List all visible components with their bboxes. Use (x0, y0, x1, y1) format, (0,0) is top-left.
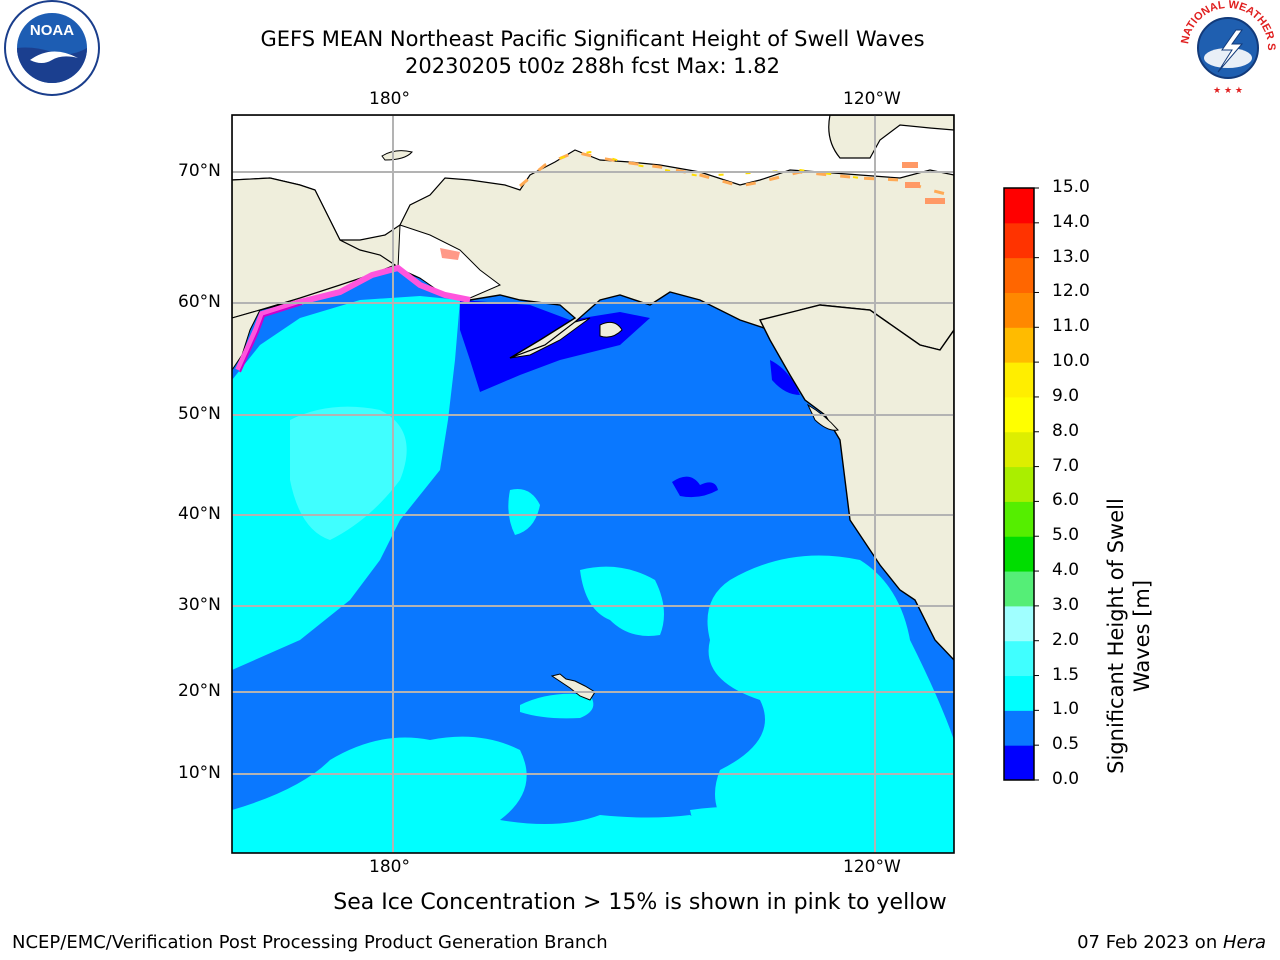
colorbar-tick-label: 3.0 (1052, 594, 1080, 615)
colorbar-segment (1004, 745, 1034, 781)
sea-ice-edge-arctic (519, 150, 954, 198)
colorbar-segment (1004, 605, 1034, 642)
lat-label-70n: 70°N (178, 161, 221, 181)
island-kodiak (599, 321, 623, 338)
land-north-america (758, 304, 954, 662)
colorbar-segment (1004, 327, 1034, 363)
colorbar-tick-label: 14.0 (1052, 211, 1090, 232)
footer-machine: Hera (1222, 932, 1266, 953)
arctic-ocean (232, 115, 954, 241)
low-swell-bc (770, 360, 800, 395)
colorbar-tick-label: 1.5 (1052, 664, 1080, 685)
colorbar-tick-label: 0.5 (1052, 734, 1080, 755)
colorbar-tick-label: 6.0 (1052, 490, 1080, 511)
svg-text:NOAA: NOAA (30, 22, 74, 39)
land-siberia (232, 177, 397, 319)
swell-patch-small (508, 489, 540, 535)
island-st-lawrence (381, 150, 413, 161)
colorbar (1003, 187, 1039, 781)
colorbar-tick-label: 8.0 (1052, 420, 1080, 441)
colorbar-segment (1004, 466, 1034, 502)
colorbar-segment (1004, 396, 1034, 433)
alaska-peninsula (509, 317, 591, 359)
colorbar-tick-label: 10.0 (1052, 351, 1090, 372)
colorbar-tick-label: 9.0 (1052, 385, 1080, 406)
colorbar-segment (1004, 292, 1034, 328)
colorbar-tick-label: 4.0 (1052, 560, 1080, 581)
land-kamchatka (232, 309, 261, 371)
sea-ice-caption: Sea Ice Concentration > 15% is shown in … (333, 890, 947, 915)
swell-region-west-light (290, 406, 407, 540)
lat-label-20n: 20°N (178, 681, 221, 701)
lon-label-bottom-180: 180° (369, 857, 410, 877)
colorbar-tick-label: 7.0 (1052, 455, 1080, 476)
lat-label-50n: 50°N (178, 404, 221, 424)
lon-label-top-180: 180° (369, 89, 410, 109)
lon-label-bottom-120w: 120°W (843, 857, 901, 877)
sea-ice-patch-bay (440, 248, 460, 260)
swell-region-south (232, 736, 740, 853)
colorbar-segment (1004, 710, 1034, 746)
map-frame (231, 114, 955, 854)
colorbar-segment (1004, 431, 1034, 468)
svg-text:★ ★ ★: ★ ★ ★ (1213, 86, 1243, 96)
colorbar-tick-label: 12.0 (1052, 281, 1090, 302)
island-vancouver (806, 403, 839, 431)
colorbar-segment (1004, 362, 1034, 398)
colorbar-segment (1004, 222, 1034, 259)
lat-label-40n: 40°N (178, 504, 221, 524)
colorbar-tick-label: 0.0 (1052, 769, 1080, 789)
lat-label-10n: 10°N (178, 763, 221, 783)
colorbar-segment (1004, 501, 1034, 537)
swell-patch-hawaii (520, 693, 594, 719)
colorbar-frame (1003, 187, 1035, 781)
colorbar-tick-label: 15.0 (1052, 177, 1090, 197)
colorbar-segment (1004, 536, 1034, 572)
map-subtitle: 20230205 t00z 288h fcst Max: 1.82 (405, 54, 780, 78)
noaa-logo: NOAA (4, 0, 100, 96)
map-title: GEFS MEAN Northeast Pacific Significant … (260, 27, 925, 51)
colorbar-tick-label: 11.0 (1052, 316, 1090, 337)
colorbar-tick-label: 2.0 (1052, 629, 1080, 650)
colorbar-segment (1004, 257, 1034, 293)
colorbar-segment (1004, 188, 1034, 224)
swell-patch-central (580, 566, 664, 636)
colorbar-tick-label: 1.0 (1052, 699, 1080, 720)
graticule (232, 115, 954, 853)
lon-label-top-120w: 120°W (843, 89, 901, 109)
sea-ice-patch-ne (902, 162, 945, 204)
colorbar-segment (1004, 571, 1034, 607)
sea-ice-edge-bering-inner (239, 303, 303, 373)
swell-patch-se (690, 806, 954, 853)
colorbar-segment (1004, 675, 1034, 711)
footer-date: 07 Feb 2023 on (1077, 932, 1223, 953)
low-swell-alaska (460, 300, 650, 392)
sea-ice-edge-bering (235, 264, 471, 372)
swell-region-east (707, 555, 954, 853)
colorbar-title: Significant Height of Swell Waves [m] (1104, 498, 1154, 774)
low-swell-central (672, 476, 718, 498)
footer-left: NCEP/EMC/Verification Post Processing Pr… (12, 932, 608, 953)
footer-right: 07 Feb 2023 on Hera (1077, 932, 1266, 953)
lat-label-60n: 60°N (178, 292, 221, 312)
colorbar-tick-label: 13.0 (1052, 246, 1090, 267)
colorbar-tick-label: 5.0 (1052, 525, 1080, 546)
colorbar-segment (1004, 640, 1034, 677)
lat-label-30n: 30°N (178, 595, 221, 615)
nws-logo: NATIONAL WEATHER SERVICE ★ ★ ★ (1178, 0, 1277, 96)
